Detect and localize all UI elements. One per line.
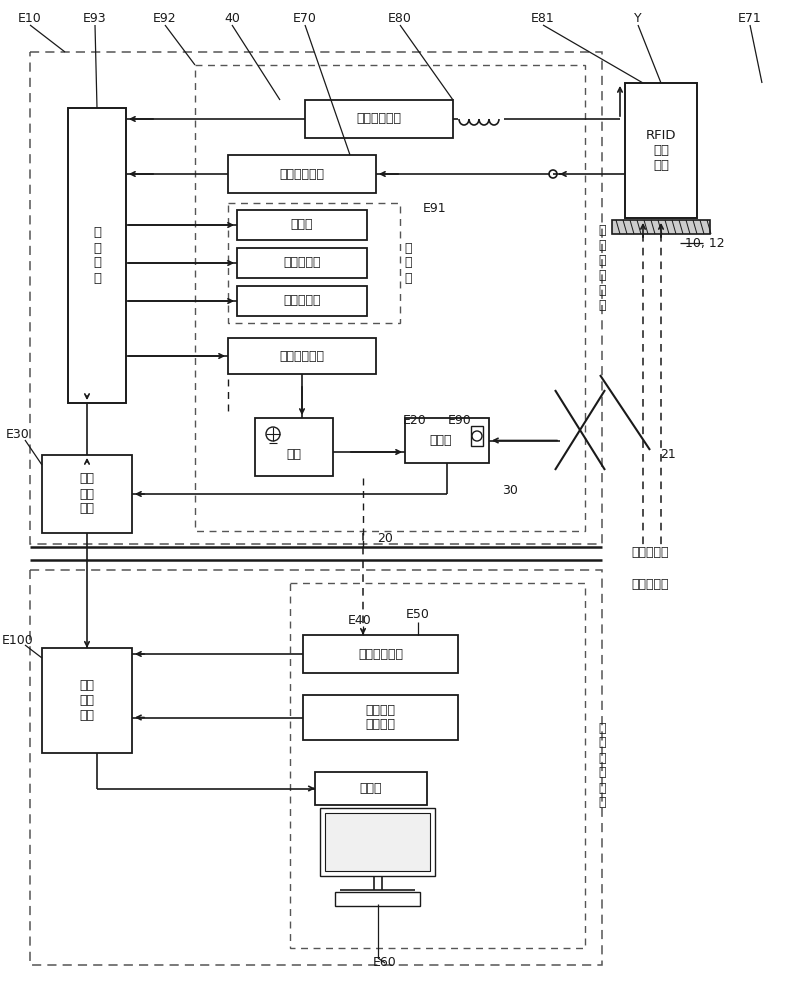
Text: 摄像机: 摄像机 (430, 434, 452, 447)
Text: E90: E90 (448, 414, 472, 426)
Text: E91: E91 (423, 202, 447, 215)
Bar (42, 648, 132, 753)
Bar (471, 426, 483, 446)
Bar (325, 813, 430, 871)
Bar (228, 203, 400, 323)
Bar (255, 418, 333, 476)
Text: 红外对射模块: 红外对射模块 (280, 167, 325, 180)
Text: E92: E92 (153, 11, 177, 24)
Text: 10, 12: 10, 12 (685, 236, 725, 249)
Bar (305, 100, 453, 138)
Text: 光源控制模块: 光源控制模块 (280, 350, 325, 362)
Bar (290, 583, 585, 948)
Text: 图像处理模块: 图像处理模块 (358, 648, 403, 660)
Text: E71: E71 (738, 11, 762, 24)
Text: 感应读卡模块: 感应读卡模块 (356, 112, 401, 125)
Text: 印章参数
存储模块: 印章参数 存储模块 (365, 704, 396, 732)
Text: E81: E81 (531, 11, 555, 24)
Text: E40: E40 (348, 613, 372, 626)
Text: 40: 40 (224, 11, 240, 24)
Text: 蜂鸣器: 蜂鸣器 (291, 219, 314, 232)
Bar (42, 455, 132, 533)
Bar (237, 210, 367, 240)
Bar (625, 83, 697, 218)
Text: RFID
芯片
印章: RFID 芯片 印章 (646, 129, 676, 172)
Bar (303, 635, 458, 673)
Text: （上位机）: （上位机） (631, 578, 669, 591)
Bar (335, 892, 420, 906)
Text: 综合
比对
模块: 综合 比对 模块 (80, 679, 94, 722)
Text: 控
制
处
理
电
路: 控 制 处 理 电 路 (598, 722, 606, 810)
Text: E50: E50 (406, 608, 430, 621)
Text: E100: E100 (2, 634, 34, 647)
Bar (612, 220, 710, 234)
Bar (237, 286, 367, 316)
Text: E70: E70 (293, 11, 317, 24)
Bar (30, 570, 602, 965)
Text: 工作指示灯: 工作指示灯 (283, 294, 321, 308)
Text: 21: 21 (660, 448, 676, 462)
Text: 控
制
处
理
电
路: 控 制 处 理 电 路 (598, 224, 606, 312)
Bar (228, 155, 376, 193)
Text: 数据
通讯
模块: 数据 通讯 模块 (80, 473, 94, 516)
Bar (315, 772, 427, 805)
Bar (30, 52, 602, 544)
Text: 状态指示灯: 状态指示灯 (283, 256, 321, 269)
Bar (237, 248, 367, 278)
Text: E30: E30 (6, 428, 30, 442)
Bar (195, 65, 585, 531)
Text: 显示屏: 显示屏 (359, 782, 382, 795)
Text: 20: 20 (377, 532, 393, 544)
Text: （下位机）: （下位机） (631, 546, 669, 558)
Text: E93: E93 (83, 11, 107, 24)
Text: Y: Y (634, 11, 642, 24)
Bar (303, 695, 458, 740)
Text: 光源: 光源 (286, 448, 301, 462)
Text: E80: E80 (388, 11, 412, 24)
Bar (405, 418, 489, 463)
Text: E10: E10 (18, 11, 42, 24)
Text: E20: E20 (403, 414, 427, 426)
Text: 微
处
理
器: 微 处 理 器 (93, 227, 101, 284)
Text: 30: 30 (502, 484, 518, 496)
Bar (320, 808, 435, 876)
Text: 提
示
器: 提 示 器 (405, 241, 412, 284)
Bar (228, 338, 376, 374)
Text: E60: E60 (373, 956, 397, 970)
Bar (68, 108, 126, 403)
